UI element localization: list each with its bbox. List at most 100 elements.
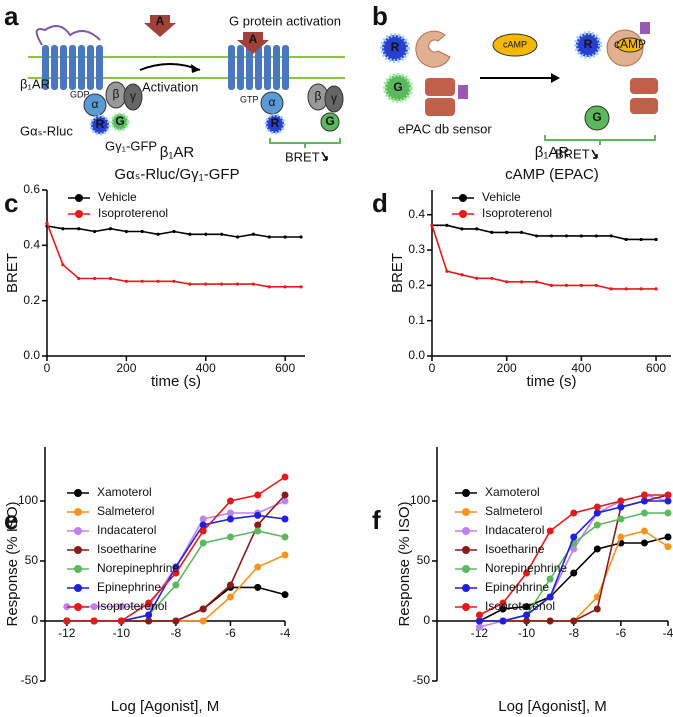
data-point (281, 473, 289, 481)
diagram-b: R G ePAC db sensor cAMP R cAMP G BRET (380, 22, 658, 161)
data-point (664, 497, 672, 505)
g-gamma (324, 85, 344, 113)
data-point (546, 593, 554, 601)
rluc (380, 33, 410, 63)
chart-title: β₁AR (535, 144, 570, 161)
data-point (226, 497, 234, 505)
x-tick-label: 0 (44, 361, 51, 375)
x-axis-label: time (s) (151, 373, 201, 390)
domain (458, 85, 468, 99)
x-tick-label: -6 (616, 626, 627, 640)
legend-marker (462, 565, 470, 573)
bracket (544, 135, 656, 145)
data-point (570, 509, 578, 517)
data-point (460, 273, 464, 277)
x-tick-label: -6 (225, 626, 236, 640)
x-tick-label: 200 (116, 361, 136, 375)
data-point (254, 563, 262, 571)
label: G (592, 110, 601, 124)
data-point (226, 515, 234, 523)
data-point (226, 509, 234, 517)
data-point (235, 235, 240, 239)
data-point (281, 497, 289, 505)
gfp (383, 73, 413, 103)
data-point (475, 623, 483, 631)
label: Gαₛ-Rluc (20, 123, 73, 138)
panel-label: a (4, 1, 19, 31)
x-tick-label: 0 (429, 361, 436, 375)
data-point (430, 223, 434, 227)
legend-marker (462, 584, 470, 592)
data-point (220, 282, 224, 286)
legend-marker (74, 546, 82, 554)
data-point (593, 509, 601, 517)
y-tick-label: 50 (417, 553, 431, 567)
label: R (584, 37, 593, 51)
label: α (92, 97, 99, 111)
data-point (172, 569, 180, 577)
data-point (145, 599, 153, 607)
data-point (199, 539, 207, 547)
data-point (609, 234, 613, 238)
domain (425, 78, 455, 96)
legend-marker (75, 194, 83, 202)
data-point (505, 230, 509, 234)
domain (630, 98, 658, 114)
chart: β₁AR Gαₛ-Rluc/Gγ₁-GFP 0.0 0.2 0.4 0.6 0 200 400 6… (4, 144, 305, 390)
label: R (96, 117, 105, 131)
data-point (640, 527, 648, 535)
data-point (520, 280, 524, 284)
label: β (315, 89, 322, 103)
x-tick-label: -4 (280, 626, 291, 640)
y-tick-label: 50 (25, 553, 39, 567)
data-point (45, 221, 49, 225)
legend-label: Xamoterol (97, 485, 152, 499)
legend-marker (459, 210, 467, 218)
data-point (188, 232, 192, 236)
gfp (584, 105, 610, 131)
y-axis-label: Response (% ISO) (396, 501, 413, 626)
data-point (172, 617, 180, 625)
label: GTP (240, 94, 259, 104)
legend-label: Indacaterol (485, 523, 544, 537)
charts: β₁AR Gαₛ-Rluc/Gγ₁-GFP 0.0 0.2 0.4 0.6 0 200 400 6… (4, 144, 673, 715)
data-point (617, 503, 625, 511)
data-point (617, 497, 625, 505)
data-point (534, 280, 539, 284)
data-point (77, 276, 81, 281)
data-point (593, 545, 601, 553)
data-point (654, 287, 658, 291)
data-point (523, 611, 531, 619)
data-point (226, 533, 234, 541)
domain (640, 22, 650, 34)
legend-label: Indacaterol (97, 523, 156, 537)
panel-label: d (372, 188, 388, 218)
data-point (654, 237, 658, 242)
data-point (624, 287, 628, 291)
legend-marker (462, 603, 470, 611)
label: cAMP (503, 39, 527, 49)
y-axis-label: BRET (4, 253, 21, 293)
receptor (42, 45, 103, 90)
data-point (251, 232, 255, 236)
data-point (664, 533, 672, 541)
bracket (269, 138, 341, 148)
data-point (283, 285, 287, 289)
x-tick-label: 400 (196, 361, 216, 375)
chart: -50 0 50 100 -12 -10 -8 -6 -4 Log [Agonist], M Res… (4, 447, 291, 715)
data-point (220, 232, 224, 236)
data-point (664, 491, 672, 499)
data-point (523, 569, 531, 577)
data-point (156, 232, 160, 236)
data-point (617, 533, 625, 541)
data-point (640, 497, 648, 505)
x-tick-label: 600 (646, 361, 666, 375)
label: cAMP (614, 37, 646, 51)
data-point (267, 285, 271, 289)
label: Activation (142, 79, 198, 94)
data-point (564, 283, 569, 287)
data-point (617, 515, 625, 523)
y-tick-label: 0.4 (408, 207, 425, 221)
label: GDP (70, 89, 90, 99)
label: α (269, 95, 276, 109)
